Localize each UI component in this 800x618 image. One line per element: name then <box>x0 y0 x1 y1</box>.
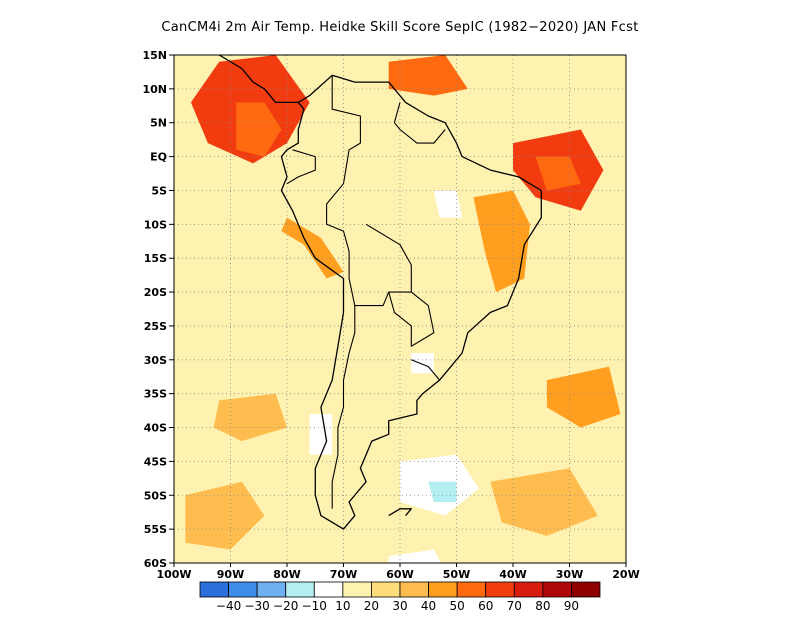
longitude-axis: 100W 90W 80W 70W 60W 50W 40W 30W 20W <box>156 563 640 581</box>
lon-tick-label: 50W <box>443 568 470 581</box>
colorbar-swatch <box>199 581 229 598</box>
lat-tick-label: EQ <box>150 151 167 164</box>
colorbar-label: 20 <box>364 599 379 613</box>
negative-skill-region-0 <box>433 190 463 218</box>
colorbar-swatch <box>513 581 544 598</box>
colorbar-label: 90 <box>564 599 579 613</box>
colorbar-label: −20 <box>273 599 298 613</box>
lat-tick-label: 25S <box>144 320 167 333</box>
colorbar-label: −10 <box>302 599 327 613</box>
country-border-4 <box>388 291 435 347</box>
lat-tick-label: 55S <box>144 523 167 536</box>
skill-region-7 <box>546 366 621 428</box>
lon-tick-label: 80W <box>273 568 300 581</box>
skill-region-8 <box>490 468 598 536</box>
negative-skill-region-4 <box>388 549 442 563</box>
negative-skill-region-2 <box>428 481 457 502</box>
lat-tick-label: 40S <box>144 422 167 435</box>
lat-tick-label: 60S <box>144 557 167 570</box>
colorbar-swatch <box>313 581 344 598</box>
colorbar-swatch <box>485 581 515 598</box>
skill-region-6 <box>281 217 344 279</box>
skill-region-4 <box>388 55 468 96</box>
negative-skill-region-5 <box>411 353 434 374</box>
coastline-0 <box>280 74 542 530</box>
country-border-1 <box>286 149 316 185</box>
skill-region-9 <box>185 481 265 550</box>
lat-tick-label: 5N <box>150 117 167 130</box>
skill-region-5 <box>473 190 530 293</box>
colorbar-label: −40 <box>216 599 241 613</box>
lon-tick-label: 40W <box>499 568 526 581</box>
colorbar-swatch <box>428 581 458 598</box>
country-border-6 <box>331 305 356 509</box>
colorbar-label: 50 <box>450 599 465 613</box>
lat-tick-label: 10S <box>144 218 167 231</box>
colorbar-swatch <box>285 581 315 598</box>
colorbar-swatch <box>456 581 487 598</box>
country-border-2 <box>393 102 446 144</box>
lat-tick-label: 15N <box>142 49 167 62</box>
country-border-5 <box>411 359 441 381</box>
map-title: CanCM4i 2m Air Temp. Heidke Skill Score … <box>161 20 639 35</box>
coastline-1 <box>218 55 299 104</box>
lon-tick-label: 90W <box>217 568 244 581</box>
coastline-2 <box>388 508 412 517</box>
lat-tick-label: 45S <box>144 455 167 468</box>
skill-region-10 <box>213 393 287 442</box>
country-border-0 <box>326 75 361 279</box>
colorbar: −40 −30 −20 −10 10 20 30 40 50 60 70 80 90 <box>199 581 601 613</box>
coastline-layer <box>218 55 542 530</box>
lat-tick-label: 15S <box>144 252 167 265</box>
colorbar-label: 30 <box>392 599 407 613</box>
colorbar-label: −30 <box>244 599 269 613</box>
skill-region-3 <box>535 156 581 191</box>
lat-tick-label: 20S <box>144 286 167 299</box>
colorbar-label: 80 <box>535 599 550 613</box>
colorbar-label: 40 <box>421 599 436 613</box>
lon-tick-label: 60W <box>386 568 413 581</box>
lon-tick-label: 100W <box>156 568 191 581</box>
skill-fill-layer <box>174 55 626 563</box>
colorbar-swatch <box>371 581 401 598</box>
lat-tick-label: 50S <box>144 489 167 502</box>
lat-tick-label: 5S <box>151 184 167 197</box>
negative-skill-region-3 <box>309 414 333 455</box>
colorbar-swatch <box>228 581 258 598</box>
lat-tick-label: 30S <box>144 354 167 367</box>
colorbar-swatch <box>342 581 372 598</box>
colorbar-label: 60 <box>478 599 493 613</box>
colorbar-swatch <box>256 581 287 598</box>
colorbar-label: 10 <box>335 599 350 613</box>
colorbar-swatch <box>399 581 429 598</box>
lat-tick-label: 35S <box>144 388 167 401</box>
lon-tick-label: 70W <box>330 568 357 581</box>
colorbar-swatch <box>571 581 601 598</box>
colorbar-label: 70 <box>507 599 522 613</box>
skill-region-1 <box>236 102 282 157</box>
lon-tick-label: 20W <box>612 568 639 581</box>
lat-tick-label: 10N <box>142 83 167 96</box>
lon-tick-label: 30W <box>556 568 583 581</box>
latitude-axis: 15N 10N 5N EQ 5S 10S 15S 20S 25S 30S 35S 40S 45S 50S 5… <box>142 49 174 570</box>
colorbar-swatch <box>542 581 572 598</box>
